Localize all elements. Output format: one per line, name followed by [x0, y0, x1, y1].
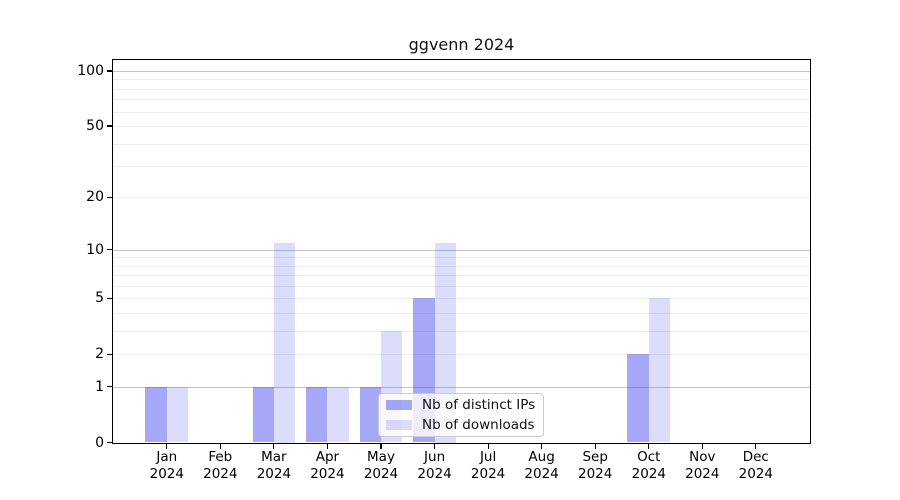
x-tick-mark	[648, 443, 650, 449]
x-tick-mark	[701, 443, 703, 449]
x-tick-mark	[219, 443, 221, 449]
x-tick-label: Jun 2024	[417, 449, 452, 482]
legend-item-distinct-ips: Nb of distinct IPs	[386, 397, 536, 414]
y-tick-label: 1	[95, 378, 104, 395]
y-tick-label: 20	[86, 189, 104, 206]
legend-label-distinct-ips: Nb of distinct IPs	[422, 397, 536, 414]
y-tick-mark	[107, 125, 113, 127]
gridline-major	[113, 249, 810, 251]
gridline-minor	[113, 126, 810, 127]
y-tick-label: 10	[86, 241, 104, 258]
gridline-minor	[113, 312, 810, 314]
y-tick-mark	[107, 297, 113, 299]
x-tick-label: Sep 2024	[578, 449, 613, 482]
y-tick-mark	[107, 248, 113, 251]
x-tick-mark	[487, 443, 489, 449]
y-tick-label: 100	[77, 63, 104, 79]
bar-distinct-ips	[145, 386, 167, 443]
legend-swatch-distinct-ips	[386, 400, 412, 411]
gridline-minor	[113, 275, 810, 277]
x-tick-label: Apr 2024	[310, 449, 345, 482]
y-tick-mark	[107, 196, 113, 198]
gridline-major	[113, 386, 810, 388]
x-tick-label: Oct 2024	[631, 449, 666, 482]
x-tick-mark	[433, 443, 436, 449]
x-tick-label: Jul 2024	[470, 449, 506, 482]
x-tick-mark	[541, 443, 543, 449]
gridline-minor	[113, 143, 810, 145]
x-tick-label: Nov 2024	[685, 449, 720, 482]
x-tick-label: Aug 2024	[524, 449, 559, 482]
gridline-major	[113, 71, 810, 72]
x-tick-mark	[755, 443, 757, 449]
y-tick-label: 5	[95, 290, 104, 307]
x-tick-label: Jan 2024	[149, 449, 184, 482]
gridline-minor	[113, 265, 810, 267]
gridline-minor	[113, 298, 810, 300]
x-tick-mark	[380, 443, 382, 449]
y-tick-mark	[107, 353, 113, 355]
gridline-minor	[113, 166, 810, 168]
bar-downloads	[434, 242, 456, 443]
x-tick-mark	[166, 443, 168, 449]
x-tick-label: Dec 2024	[738, 449, 773, 482]
bar-distinct-ips	[252, 386, 274, 443]
x-tick-mark	[594, 443, 596, 449]
bar-distinct-ips	[359, 386, 381, 443]
gridline-minor	[113, 330, 810, 332]
y-tick-label: 0	[95, 434, 104, 451]
bar-downloads	[327, 386, 349, 443]
plot-area: Nb of distinct IPs Nb of downloads	[112, 59, 811, 444]
legend-label-downloads: Nb of downloads	[422, 416, 535, 433]
x-tick-label: Feb 2024	[203, 449, 238, 482]
gridline-minor	[113, 88, 810, 90]
y-tick-label: 2	[95, 346, 104, 363]
y-tick-mark	[107, 70, 113, 72]
chart-title: ggvenn 2024	[408, 35, 515, 54]
gridline-minor	[113, 257, 810, 259]
legend: Nb of distinct IPs Nb of downloads	[378, 393, 544, 437]
bar-distinct-ips	[306, 386, 328, 443]
x-tick-mark	[326, 443, 328, 449]
x-tick-label: May 2024	[363, 449, 399, 482]
gridline-minor	[113, 79, 810, 81]
gridline-minor	[113, 354, 810, 356]
x-tick-label: Mar 2024	[256, 449, 292, 482]
bar-distinct-ips	[627, 354, 649, 443]
gridline-minor	[113, 99, 810, 101]
y-tick-mark	[107, 441, 113, 444]
x-tick-mark	[273, 443, 275, 449]
bar-downloads	[273, 242, 296, 443]
y-tick-mark	[107, 386, 113, 388]
gridline-minor	[113, 285, 810, 287]
legend-swatch-downloads	[386, 419, 412, 430]
gridline-minor	[113, 111, 810, 113]
bar-downloads	[648, 298, 671, 443]
gridline-minor	[113, 197, 810, 199]
legend-item-downloads: Nb of downloads	[386, 417, 536, 434]
bar-downloads	[166, 386, 189, 443]
y-tick-label: 50	[86, 118, 104, 134]
